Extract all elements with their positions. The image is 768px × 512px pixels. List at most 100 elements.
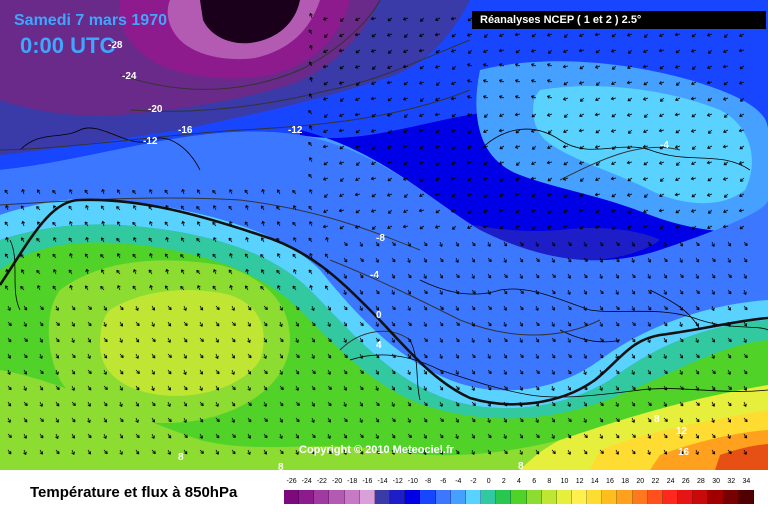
wind-arrow [231, 353, 235, 359]
wind-arrow [343, 353, 348, 359]
wind-arrow [599, 337, 604, 342]
wind-arrow [339, 193, 345, 197]
wind-arrow [711, 417, 715, 423]
scale-swatch [450, 490, 466, 504]
wind-arrow [402, 17, 409, 21]
wind-arrow [181, 269, 185, 275]
zero-isotherm [0, 198, 768, 406]
wind-arrow [610, 209, 617, 213]
wind-arrow [151, 449, 156, 455]
wind-arrow [151, 305, 155, 311]
wind-arrow [610, 176, 617, 181]
wind-arrow [418, 81, 425, 85]
wind-arrow [339, 97, 345, 102]
wind-arrow [455, 401, 460, 407]
wind-arrow [403, 33, 409, 38]
wind-arrow [132, 285, 137, 291]
wind-arrow [263, 337, 267, 343]
scale-label: 28 [697, 478, 705, 485]
wind-arrow [308, 141, 313, 147]
copyright-label: Copyright © 2010 Meteociel.fr [299, 444, 454, 456]
wind-arrow [631, 369, 635, 375]
wind-arrow [439, 433, 444, 439]
wind-arrow [180, 254, 185, 259]
wind-arrow [21, 269, 25, 275]
wind-arrow [215, 433, 220, 439]
wind-arrow [695, 337, 699, 343]
wind-arrow [738, 81, 745, 85]
wind-arrow [165, 268, 170, 275]
wind-arrow [323, 161, 329, 166]
wind-arrow [20, 254, 25, 259]
wind-arrow [615, 449, 619, 455]
wind-arrow [658, 208, 665, 213]
wind-arrow [434, 112, 441, 117]
wind-arrow [244, 253, 249, 259]
wind-arrow [343, 433, 348, 439]
wind-arrow [355, 17, 361, 21]
wind-arrow [261, 188, 265, 195]
wind-arrow [594, 145, 601, 149]
wind-arrow [292, 285, 297, 291]
wind-arrow [551, 273, 556, 278]
wind-arrow [503, 289, 508, 295]
scale-swatch [405, 490, 421, 504]
wind-arrow [439, 385, 444, 391]
wind-arrow [679, 305, 683, 311]
wind-arrow [695, 289, 700, 294]
wind-arrow [706, 193, 713, 197]
wind-arrow [311, 417, 315, 423]
wind-arrow [611, 65, 617, 70]
wind-arrow [691, 145, 697, 150]
wind-arrow [375, 449, 380, 454]
wind-arrow [181, 188, 185, 195]
wind-arrow [228, 237, 233, 243]
scale-label: 20 [636, 478, 645, 485]
wind-arrow [530, 63, 537, 67]
wind-arrow [180, 285, 185, 291]
wind-arrow [52, 253, 57, 259]
wind-arrow [100, 285, 105, 291]
wind-arrow [547, 129, 553, 134]
wind-arrow [546, 33, 553, 37]
wind-arrow [743, 241, 748, 247]
wind-arrow [119, 417, 124, 423]
wind-arrow [531, 161, 537, 165]
wind-arrow [183, 433, 188, 439]
wind-arrow [674, 112, 681, 117]
wind-arrow [279, 449, 284, 455]
wind-arrow [71, 449, 75, 455]
wind-arrow [371, 33, 377, 38]
wind-arrow [196, 206, 201, 211]
wind-arrow [370, 49, 377, 53]
wind-arrow [583, 305, 587, 311]
wind-arrow [423, 305, 428, 311]
wind-arrow [743, 257, 748, 263]
wind-arrows [4, 12, 748, 456]
wind-arrow [659, 177, 665, 182]
wind-arrow [295, 321, 299, 327]
wind-arrow [647, 273, 651, 279]
wind-arrow [615, 385, 619, 391]
wind-arrow [119, 385, 123, 391]
wind-arrow [212, 285, 217, 291]
wind-arrow [567, 401, 571, 407]
wind-arrow [339, 113, 345, 117]
wind-arrow [711, 321, 716, 327]
wind-arrow [55, 353, 59, 359]
wind-arrow [679, 385, 684, 391]
wind-arrow [519, 417, 524, 423]
wind-arrow [531, 145, 537, 150]
wind-arrow [196, 269, 201, 275]
scale-label: 6 [532, 478, 537, 485]
wind-arrow [87, 433, 92, 439]
wind-arrow [691, 113, 697, 118]
scale-label: -20 [332, 478, 343, 485]
wind-arrow [647, 369, 651, 375]
wind-arrow [471, 401, 476, 406]
wind-arrow [39, 369, 44, 375]
wind-arrow [215, 417, 220, 423]
wind-arrow [359, 273, 364, 279]
wind-arrow [323, 193, 329, 198]
wind-arrow [659, 145, 665, 150]
